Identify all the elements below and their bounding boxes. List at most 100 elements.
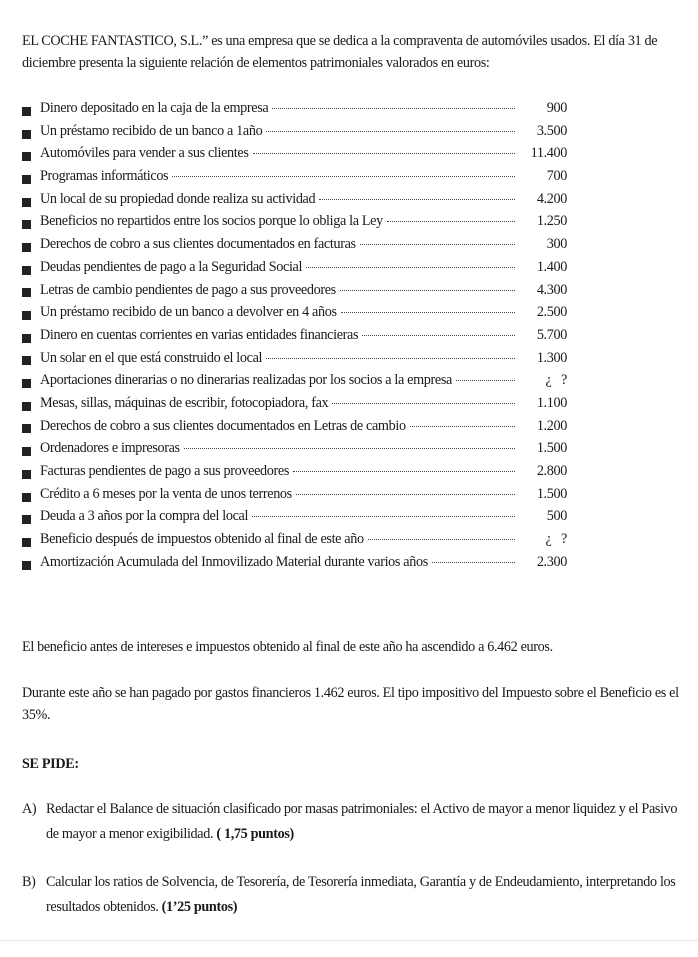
dot-leader	[266, 130, 515, 132]
list-item: Letras de cambio pendientes de pago a su…	[22, 282, 567, 305]
task: A) Redactar el Balance de situación clas…	[22, 797, 687, 847]
task-body: Redactar el Balance de situación clasifi…	[46, 797, 687, 847]
list-item: Crédito a 6 meses por la venta de unos t…	[22, 486, 567, 509]
dot-leader	[455, 380, 515, 382]
heading: SE PIDE:	[22, 756, 79, 772]
bullet	[22, 447, 31, 457]
list-item: Derechos de cobro a sus clientes documen…	[22, 236, 567, 259]
bullet	[22, 174, 31, 184]
bullet	[22, 401, 31, 411]
task-letter: A)	[22, 801, 37, 817]
item-label: Deuda a 3 años por la compra del local	[40, 508, 249, 525]
item-label: Letras de cambio pendientes de pago a su…	[40, 281, 336, 298]
bullet	[22, 537, 31, 547]
list-item: Automóviles para vender a sus clientes 11…	[22, 145, 567, 168]
dot-leader	[183, 448, 515, 450]
item-amount: 4.300	[536, 281, 568, 298]
dot-leader	[295, 493, 515, 495]
bullet	[22, 242, 31, 252]
list-item: Ordenadores e impresoras 1.500	[22, 440, 567, 463]
dot-leader	[362, 334, 515, 336]
item-amount: ¿ ?	[545, 531, 568, 548]
bullet	[22, 492, 31, 502]
dot-leader	[431, 561, 515, 563]
item-amount: 500	[546, 508, 568, 525]
item-amount: 1.250	[536, 213, 568, 230]
paragraph: El beneficio antes de intereses e impues…	[22, 639, 553, 655]
item-amount: 700	[546, 168, 568, 185]
dot-leader	[386, 221, 515, 223]
list-item: Beneficios no repartidos entre los socio…	[22, 213, 567, 236]
item-amount: 1.100	[536, 394, 568, 411]
item-label: Aportaciones dinerarias o no dinerarias …	[40, 372, 452, 389]
bullet	[22, 469, 31, 479]
list-item: Deudas pendientes de pago a la Seguridad…	[22, 259, 567, 282]
dot-leader	[339, 289, 515, 291]
dot-leader	[367, 539, 515, 541]
item-label: Un local de su propiedad donde realiza s…	[40, 190, 316, 207]
list-item: Dinero en cuentas corrientes en varias e…	[22, 327, 567, 350]
item-label: Un solar en el que está construido el lo…	[40, 349, 263, 366]
item-label: Deudas pendientes de pago a la Seguridad…	[40, 258, 303, 275]
item-label: Facturas pendientes de pago a sus provee…	[40, 463, 289, 479]
bullet	[22, 288, 31, 298]
list-item: Programas informáticos 700	[22, 168, 567, 191]
task: B) Calcular los ratios de Solvencia, de …	[22, 870, 687, 920]
item-amount: 1.300	[536, 349, 568, 366]
item-label: Automóviles para vender a sus clientes	[40, 145, 249, 162]
item-label: Derechos de cobro a sus clientes documen…	[40, 417, 406, 434]
item-label: Derechos de cobro a sus clientes documen…	[40, 236, 356, 253]
task-points: ( 1,75 puntos)	[216, 826, 294, 842]
item-label: Amortización Acumulada del Inmovilizado …	[40, 553, 428, 570]
list-item: Facturas pendientes de pago a sus provee…	[22, 463, 567, 486]
page-edge	[0, 940, 698, 941]
item-label: Un préstamo recibido de un banco a devol…	[40, 304, 337, 321]
intro: EL COCHE FANTASTICO, S.L.” es una empres…	[22, 33, 658, 71]
task-letter: B)	[22, 874, 36, 890]
dot-leader	[359, 244, 515, 246]
task-body: Calcular los ratios de Solvencia, de Tes…	[46, 870, 687, 920]
dot-leader	[319, 198, 515, 200]
item-amount: 1.500	[536, 485, 568, 502]
list-item: Un préstamo recibido de un banco a devol…	[22, 304, 567, 327]
item-amount: 1.400	[536, 258, 568, 275]
dot-leader	[306, 266, 515, 268]
item-amount: 1.500	[536, 440, 568, 457]
list-item: Un solar en el que está construido el lo…	[22, 350, 567, 373]
list-item: Beneficio después de impuestos obtenido …	[22, 531, 567, 554]
bullet	[22, 560, 31, 570]
item-amount: 4.200	[536, 190, 568, 207]
list-item: Aportaciones dinerarias o no dinerarias …	[22, 372, 567, 395]
item-list: Dinero depositado en la caja de la empre…	[22, 100, 567, 576]
item-label: Beneficio después de impuestos obtenido …	[40, 531, 364, 548]
task-points: (1’25 puntos)	[161, 899, 238, 915]
dot-leader	[332, 402, 515, 404]
item-amount: 300	[546, 236, 568, 253]
item-label: Un préstamo recibido de un banco a 1año	[40, 122, 263, 139]
dot-leader	[272, 108, 515, 109]
list-item: Deuda a 3 años por la compra del local 50…	[22, 508, 567, 531]
item-label: Beneficios no repartidos entre los socio…	[40, 213, 383, 230]
item-label: Ordenadores e impresoras	[40, 440, 180, 457]
item-amount: 2.800	[536, 463, 568, 479]
bullet	[22, 265, 31, 275]
item-amount: 3.500	[536, 122, 568, 139]
bullet	[22, 515, 31, 525]
task-text: Redactar el Balance de situación clasifi…	[46, 801, 678, 842]
item-amount: 5.700	[536, 326, 568, 343]
item-label: Crédito a 6 meses por la venta de unos t…	[40, 485, 292, 502]
dot-leader	[172, 176, 515, 178]
dot-leader	[340, 312, 515, 314]
bullet	[22, 424, 31, 434]
list-item: Dinero depositado en la caja de la empre…	[22, 100, 567, 123]
dot-leader	[409, 425, 515, 427]
list-item: Amortización Acumulada del Inmovilizado …	[22, 554, 567, 577]
bullet	[22, 129, 31, 139]
bullet	[22, 220, 31, 230]
list-item: Derechos de cobro a sus clientes documen…	[22, 418, 567, 441]
item-amount: ¿ ?	[545, 372, 568, 389]
bullet	[22, 356, 31, 366]
list-item: Mesas, sillas, máquinas de escribir, fot…	[22, 395, 567, 418]
list-item: Un préstamo recibido de un banco a 1año 3…	[22, 123, 567, 146]
